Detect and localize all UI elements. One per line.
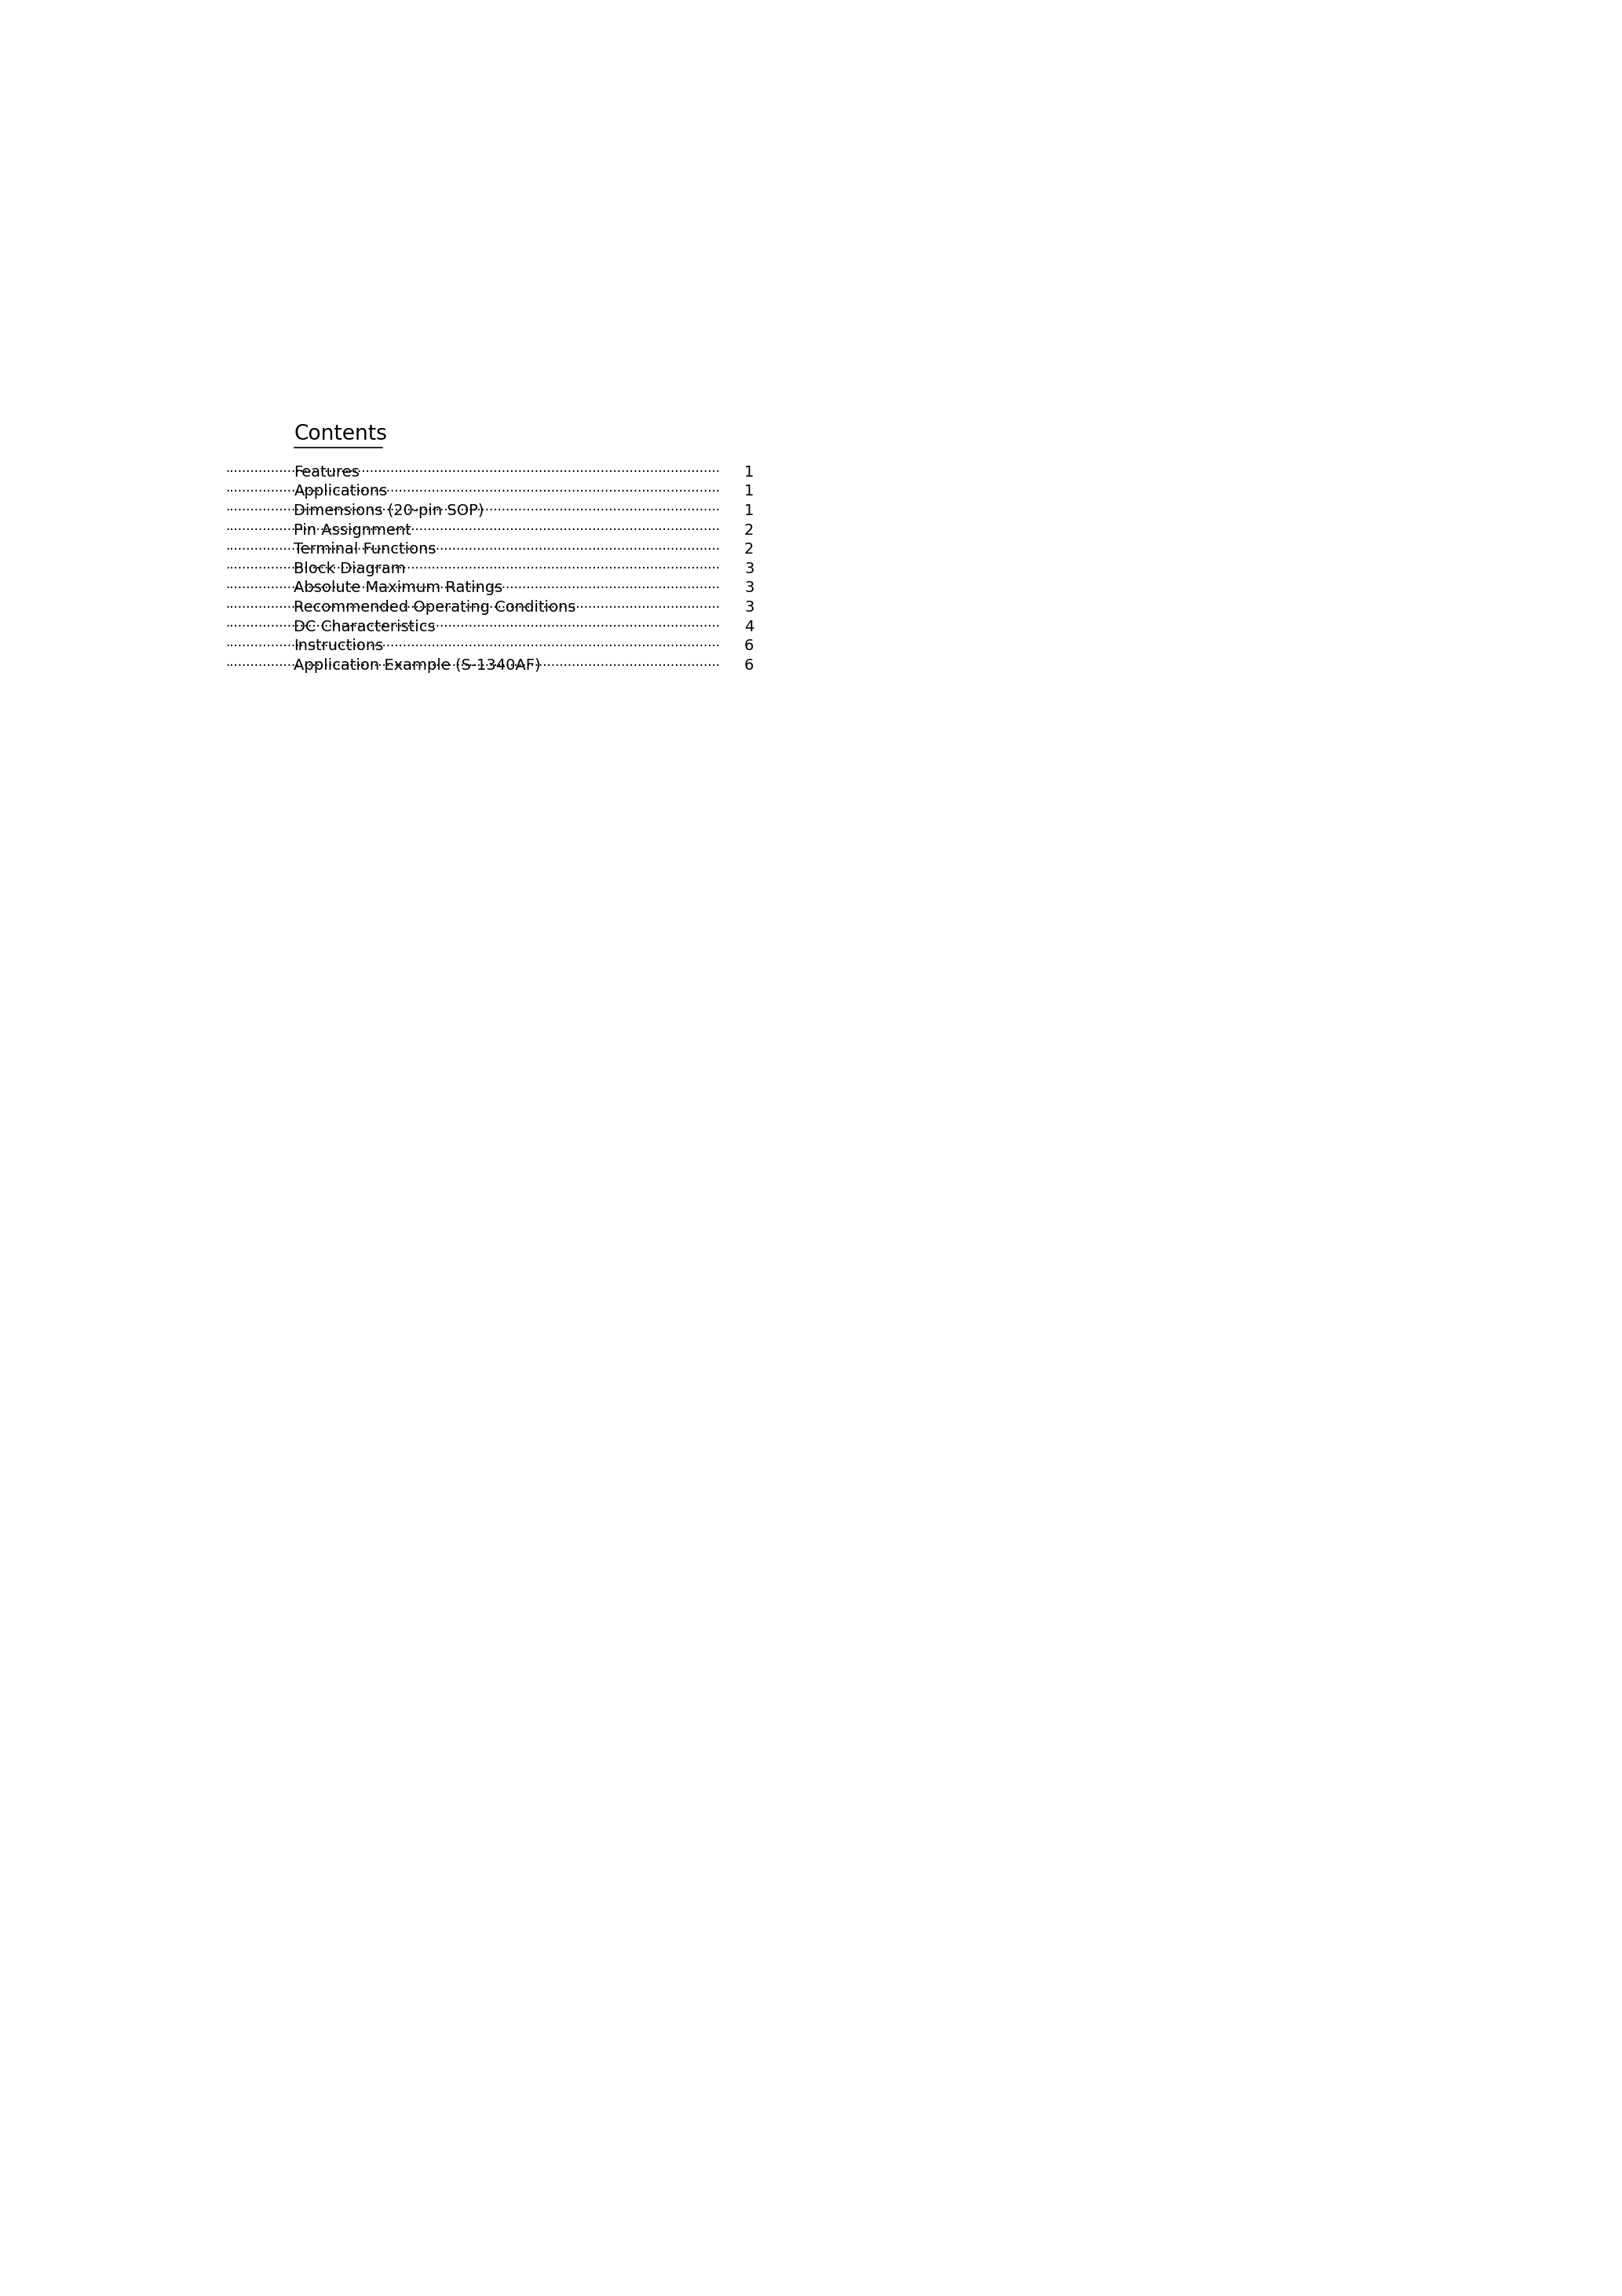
Text: ················································································: ········································… bbox=[225, 638, 720, 654]
Text: ················································································: ········································… bbox=[225, 503, 720, 519]
Text: 1: 1 bbox=[744, 503, 754, 519]
Text: ················································································: ········································… bbox=[225, 599, 720, 615]
Text: ················································································: ········································… bbox=[225, 581, 720, 595]
Text: Absolute Maximum Ratings: Absolute Maximum Ratings bbox=[294, 581, 503, 595]
Text: ················································································: ········································… bbox=[225, 659, 720, 673]
Text: Contents: Contents bbox=[294, 425, 388, 445]
Text: Terminal Functions: Terminal Functions bbox=[294, 542, 436, 558]
Text: 2: 2 bbox=[744, 523, 754, 537]
Text: 6: 6 bbox=[744, 659, 754, 673]
Text: ················································································: ········································… bbox=[225, 466, 720, 480]
Text: ················································································: ········································… bbox=[225, 523, 720, 537]
Text: 1: 1 bbox=[744, 484, 754, 498]
Text: DC Characteristics: DC Characteristics bbox=[294, 620, 436, 634]
Text: Features: Features bbox=[294, 464, 360, 480]
Text: ················································································: ········································… bbox=[225, 484, 720, 498]
Text: 3: 3 bbox=[744, 599, 754, 615]
Text: Dimensions (20-pin SOP): Dimensions (20-pin SOP) bbox=[294, 503, 485, 519]
Text: Applications: Applications bbox=[294, 484, 388, 498]
Text: Pin Assignment: Pin Assignment bbox=[294, 523, 412, 537]
Text: 3: 3 bbox=[744, 560, 754, 576]
Text: Instructions: Instructions bbox=[294, 638, 384, 654]
Text: ················································································: ········································… bbox=[225, 563, 720, 576]
Text: Application Example (S-1340AF): Application Example (S-1340AF) bbox=[294, 659, 542, 673]
Text: Recommended Operating Conditions: Recommended Operating Conditions bbox=[294, 599, 576, 615]
Text: 4: 4 bbox=[744, 620, 754, 634]
Text: Block Diagram: Block Diagram bbox=[294, 560, 406, 576]
Text: ················································································: ········································… bbox=[225, 620, 720, 634]
Text: 2: 2 bbox=[744, 542, 754, 558]
Text: 3: 3 bbox=[744, 581, 754, 595]
Text: 1: 1 bbox=[744, 464, 754, 480]
Text: ················································································: ········································… bbox=[225, 542, 720, 556]
Text: 6: 6 bbox=[744, 638, 754, 654]
